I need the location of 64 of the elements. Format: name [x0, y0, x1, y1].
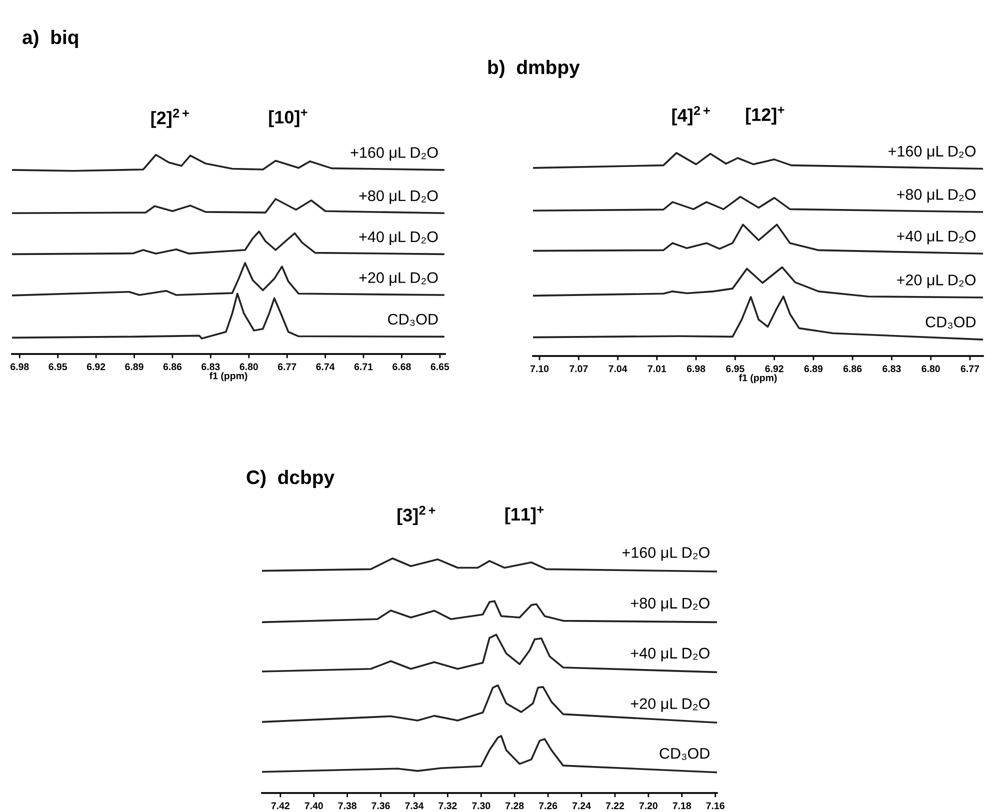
series-label: CD₃OD: [926, 316, 976, 329]
series-label: +80 μL D₂O: [359, 190, 438, 204]
text: [4]$^{2+}$: [672, 106, 710, 126]
series-label: +80 μL D₂O: [630, 598, 710, 612]
x-tick-label: 7.22: [606, 802, 624, 810]
x-tick-label: 6.80: [240, 363, 258, 370]
x-tick-label: 7.10: [530, 365, 549, 372]
chart-title: C) dcbpy: [246, 470, 334, 488]
x-tick-label: 7.04: [608, 365, 628, 372]
x-tick-label: 7.01: [648, 365, 666, 372]
x-tick-label: 6.83: [202, 363, 220, 370]
x-tick-label: 7.24: [572, 802, 591, 810]
x-tick-label: 7.20: [639, 802, 658, 810]
chart-title: a) biq: [22, 30, 78, 48]
x-tick-label: 7.07: [570, 365, 588, 372]
text: [12]$^{+}$: [746, 106, 784, 125]
series-label: +160 μL D₂O: [350, 147, 438, 161]
x-tick-label: 7.26: [539, 802, 558, 810]
x-tick-label: 6.77: [278, 363, 296, 370]
text: [2]$^{2+}$: [151, 108, 189, 128]
series-label: +20 μL D₂O: [630, 698, 710, 712]
series-label: +40 μL D₂O: [359, 231, 438, 245]
text: [3]$^{2+}$: [398, 506, 436, 526]
series-label: CD₃OD: [388, 314, 438, 326]
x-tick-label: 6.89: [804, 365, 823, 372]
x-tick-label: 6.98: [686, 365, 706, 372]
x-tick-label: 7.40: [304, 802, 323, 810]
x-tick-label: 6.86: [843, 365, 862, 372]
series-label: +160 μL D₂O: [888, 146, 976, 160]
x-tick-label: 7.16: [706, 802, 724, 810]
x-tick-label: 6.92: [765, 365, 784, 372]
series-label: +80 μL D₂O: [897, 189, 976, 203]
x-tick-label: 6.86: [163, 363, 182, 370]
x-tick-label: 6.83: [882, 365, 901, 372]
series-label: CD₃OD: [660, 748, 710, 760]
series-label: +20 μL D₂O: [359, 272, 438, 286]
x-tick-label: 6.80: [922, 365, 940, 372]
x-tick-label: 6.68: [392, 363, 411, 370]
text: [11]$^{+}$: [505, 506, 544, 524]
x-tick-label: 6.89: [125, 363, 144, 370]
x-tick-label: 6.74: [316, 363, 335, 370]
x-tick-label: 7.42: [271, 802, 290, 810]
x-tick-label: 7.30: [472, 802, 490, 810]
series-label: +20 μL D₂O: [897, 274, 976, 288]
x-tick-label: 7.28: [506, 802, 524, 810]
x-tick-label: 7.34: [405, 802, 424, 810]
x-axis-title: f1 (ppm): [738, 374, 777, 384]
x-tick-label: 7.36: [372, 802, 390, 810]
x-tick-label: 7.18: [672, 802, 692, 810]
x-tick-label: 7.38: [338, 802, 356, 810]
x-tick-label: 6.95: [726, 365, 744, 372]
x-tick-label: 6.65: [430, 363, 450, 370]
chart-title: b) dmbpy: [488, 60, 580, 78]
x-tick-label: 6.77: [960, 365, 979, 372]
series-label: +40 μL D₂O: [630, 648, 710, 662]
series-label: +160 μL D₂O: [622, 547, 710, 561]
text: [10]$^{+}$: [269, 109, 308, 128]
x-axis-title: f1 (ppm): [209, 372, 248, 382]
x-tick-label: 7.32: [438, 802, 457, 810]
x-tick-label: 6.98: [10, 363, 29, 370]
series-label: +40 μL D₂O: [897, 230, 976, 244]
x-tick-label: 6.92: [86, 363, 106, 370]
x-tick-label: 6.95: [48, 363, 68, 370]
x-tick-label: 6.71: [354, 363, 373, 370]
